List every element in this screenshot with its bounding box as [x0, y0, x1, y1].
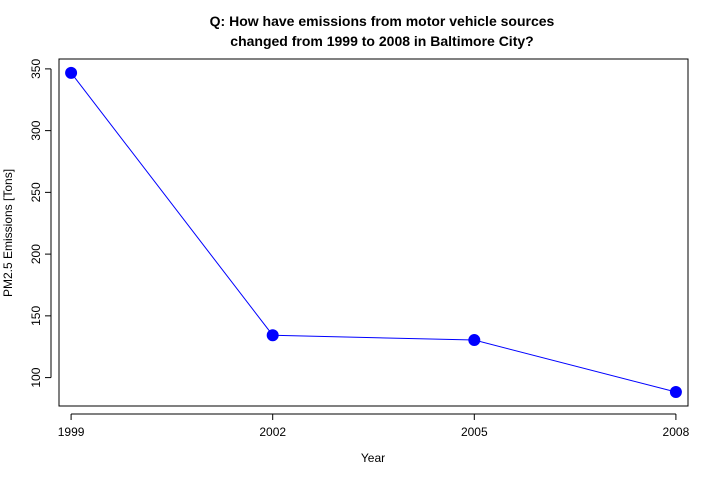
y-axis-label: PM2.5 Emissions [Tons]: [1, 169, 15, 297]
data-point-2008: [669, 386, 682, 399]
y-tick-label: 100: [29, 367, 43, 387]
y-tick-label: 250: [29, 182, 43, 202]
chart-title-line-1: Q: How have emissions from motor vehicle…: [210, 13, 555, 29]
y-tick-label: 300: [29, 120, 43, 140]
y-tick-label: 150: [29, 306, 43, 326]
y-tick-label: 200: [29, 244, 43, 264]
x-axis-label: Year: [361, 451, 385, 465]
series-line: [70, 72, 677, 393]
data-point-2005: [468, 334, 481, 347]
x-tick-label: 2005: [461, 425, 488, 439]
plot-area-frame: [58, 58, 689, 407]
series-layer: [65, 66, 682, 399]
y-tick-label: 350: [29, 59, 43, 79]
x-axis: 1999 2002 2005 2008: [58, 413, 690, 439]
data-point-1999: [65, 66, 78, 79]
x-tick-label: 1999: [58, 425, 85, 439]
chart-title-line-2: changed from 1999 to 2008 in Baltimore C…: [230, 33, 533, 49]
data-point-2002: [266, 329, 279, 342]
y-axis: 100 150 200 250 300 350: [29, 59, 52, 388]
x-tick-label: 2002: [259, 425, 286, 439]
x-tick-label: 2008: [663, 425, 690, 439]
